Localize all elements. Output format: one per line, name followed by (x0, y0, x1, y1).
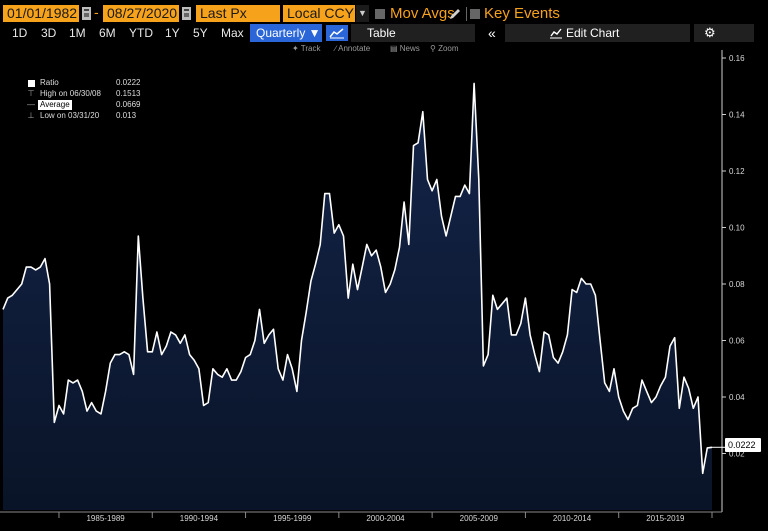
last-value-tag: 0.0222 (725, 438, 761, 452)
key-events-checkbox[interactable] (470, 9, 480, 19)
range-1y-button[interactable]: 1Y (165, 26, 180, 40)
zoom-label: Zoom (438, 44, 459, 53)
line-chart-icon[interactable] (326, 25, 348, 41)
periodicity-dropdown[interactable]: Quarterly ▼ (250, 24, 322, 42)
y-tick-label: 0.12 (729, 167, 745, 176)
date-range-dash: - (94, 4, 99, 20)
range-5y-button[interactable]: 5Y (193, 26, 208, 40)
ratio-swatch-icon (28, 80, 35, 87)
low-marker-icon: ⊥ (27, 111, 35, 120)
settings-box[interactable] (694, 24, 754, 42)
news-hint[interactable]: ▤ News (390, 44, 420, 53)
ratio-line (2, 82, 713, 475)
table-button-box[interactable] (351, 24, 475, 42)
x-tick-label: 2010-2014 (553, 514, 592, 523)
pencil-icon[interactable] (448, 7, 462, 21)
legend-high-label: High on 06/30/08 (40, 89, 101, 98)
range-toolbar: 1D 3D 1M 6M YTD 1Y 5Y Max Quarterly ▼ Ta… (0, 24, 768, 42)
y-tick-label: 0.08 (729, 280, 745, 289)
y-tick-label: 0.02 (729, 450, 745, 459)
y-tick-label: 0.14 (729, 111, 745, 120)
collapse-icon[interactable]: « (488, 25, 496, 41)
legend-high-row: ⊤ High on 06/30/08 0.1513 (24, 89, 144, 99)
legend-low-label: Low on 03/31/20 (40, 111, 100, 120)
y-tick-label: 0.10 (729, 224, 745, 233)
chart-legend: Ratio 0.0222 ⊤ High on 06/30/08 0.1513 —… (24, 78, 144, 122)
start-calendar-icon[interactable] (82, 7, 91, 20)
average-marker-icon: — (27, 100, 35, 109)
range-1d-button[interactable]: 1D (12, 26, 28, 40)
zoom-hint[interactable]: ⚲ Zoom (430, 44, 459, 53)
legend-ratio-value: 0.0222 (116, 78, 141, 87)
range-6m-button[interactable]: 6M (99, 26, 116, 40)
track-label: Track (300, 44, 321, 53)
news-label: News (399, 44, 420, 53)
key-events-label[interactable]: Key Events (484, 5, 560, 22)
legend-high-value: 0.1513 (116, 89, 141, 98)
range-ytd-button[interactable]: YTD (129, 26, 153, 40)
x-tick-label: 1985-1989 (86, 514, 125, 523)
legend-average-value: 0.0669 (116, 100, 141, 109)
edit-chart-icon[interactable] (549, 26, 563, 40)
range-max-button[interactable]: Max (221, 26, 244, 40)
ratio-area (3, 83, 712, 511)
top-toolbar: 01/01/1982 - 08/27/2020 Last Px Local CC… (0, 0, 768, 24)
x-tick-label: 2015-2019 (646, 514, 685, 523)
end-calendar-icon[interactable] (182, 7, 191, 20)
y-tick-label: 0.06 (729, 337, 745, 346)
y-tick-label: 0.04 (729, 393, 745, 402)
legend-ratio-label: Ratio (40, 78, 59, 87)
currency-dropdown-icon[interactable]: ▼ (356, 5, 369, 22)
legend-average-label: Average (38, 100, 72, 110)
range-3d-button[interactable]: 3D (41, 26, 57, 40)
mov-avgs-checkbox[interactable] (375, 9, 385, 19)
settings-gear-icon[interactable]: ⚙ (704, 25, 716, 40)
x-tick-label: 2005-2009 (460, 514, 499, 523)
edit-chart-button[interactable]: Edit Chart (566, 26, 620, 40)
mov-avgs-label[interactable]: Mov Avgs (390, 5, 455, 22)
currency-selector[interactable]: Local CCY (283, 5, 355, 22)
high-marker-icon: ⊤ (27, 89, 35, 98)
toolbar-divider (466, 7, 467, 21)
end-date-field[interactable]: 08/27/2020 (103, 5, 179, 22)
legend-low-row: ⊥ Low on 03/31/20 0.013 (24, 111, 144, 121)
x-tick-label: 1995-1999 (273, 514, 312, 523)
annotate-hint[interactable]: ∕ Annotate (335, 44, 371, 53)
field-selector[interactable]: Last Px (196, 5, 280, 22)
table-button[interactable]: Table (367, 26, 396, 40)
legend-ratio-row: Ratio 0.0222 (24, 78, 144, 88)
range-1m-button[interactable]: 1M (69, 26, 86, 40)
annotate-label: Annotate (338, 44, 371, 53)
x-tick-label: 1990-1994 (180, 514, 219, 523)
start-date-field[interactable]: 01/01/1982 (3, 5, 79, 22)
legend-average-row: — Average 0.0669 (24, 100, 144, 110)
track-hint[interactable]: ✦ Track (292, 44, 321, 53)
y-tick-label: 0.16 (729, 54, 745, 63)
legend-low-value: 0.013 (116, 111, 137, 120)
x-tick-label: 2000-2004 (366, 514, 405, 523)
